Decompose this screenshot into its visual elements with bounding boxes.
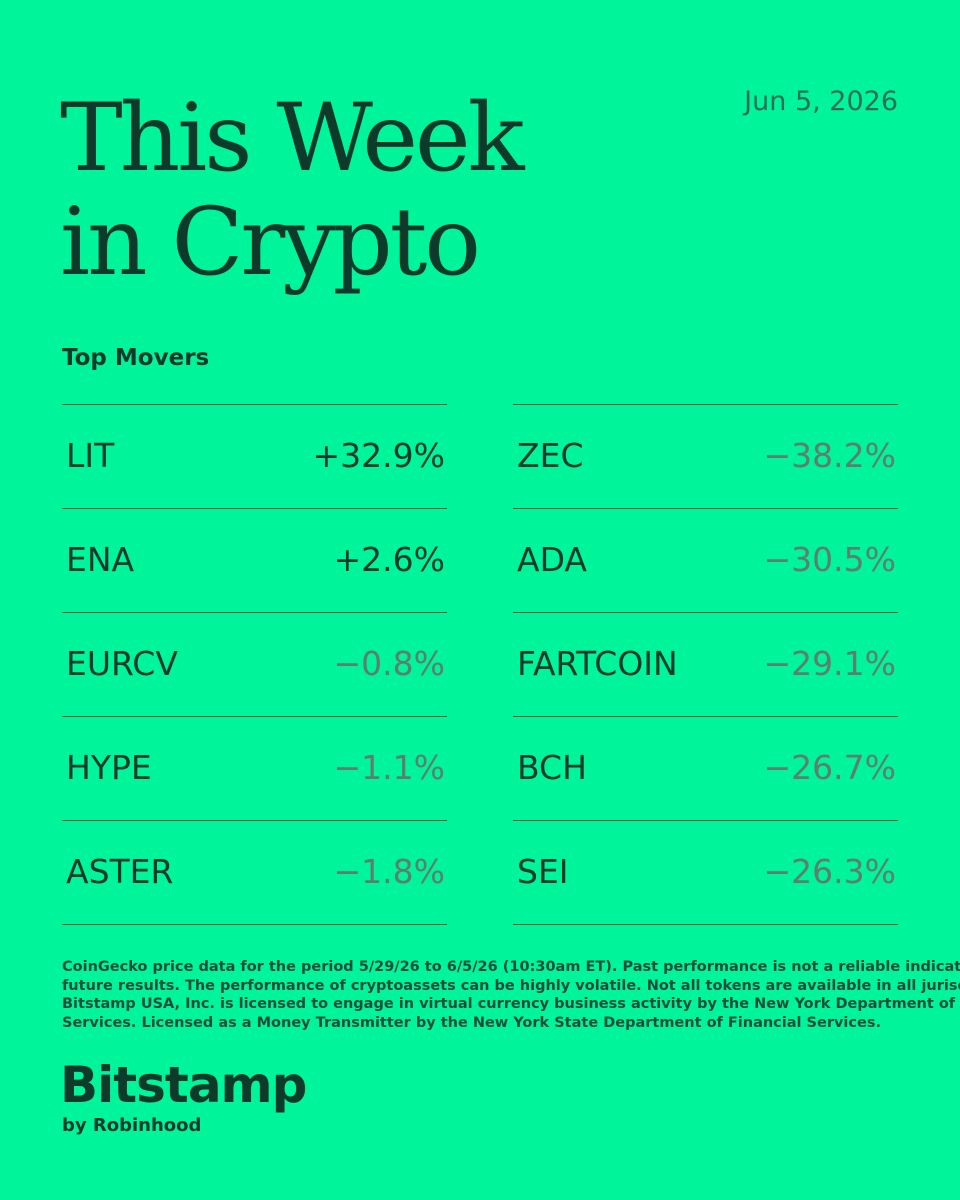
disclaimer-line: CoinGecko price data for the period 5/29… bbox=[62, 959, 960, 975]
disclaimer-line: future results. The performance of crypt… bbox=[62, 977, 960, 994]
movers-column: LIT +32.9% ENA +2.6% EURCV −0.8% HYPE −1.1% ASTE… bbox=[62, 404, 447, 925]
change: −30.5% bbox=[763, 540, 896, 579]
change: −1.8% bbox=[333, 852, 446, 891]
section-title: Top Movers bbox=[62, 345, 210, 371]
change: +2.6% bbox=[333, 540, 446, 579]
change: −26.7% bbox=[763, 748, 896, 787]
ticker: ENA bbox=[66, 540, 135, 579]
ticker: FARTCOIN bbox=[517, 644, 678, 683]
title-line: in Crypto bbox=[60, 188, 481, 297]
mover-row: HYPE −1.1% bbox=[62, 716, 447, 820]
mover-row: FARTCOIN −29.1% bbox=[513, 612, 898, 716]
mover-row: ZEC −38.2% bbox=[513, 404, 898, 508]
ticker: BCH bbox=[517, 748, 587, 787]
ticker: ADA bbox=[517, 540, 587, 579]
change: −0.8% bbox=[333, 644, 446, 683]
date: Jun 5, 2026 bbox=[744, 86, 898, 117]
change: +32.9% bbox=[312, 436, 445, 475]
ticker: ZEC bbox=[517, 436, 584, 475]
title-line: This Week bbox=[60, 84, 525, 193]
mover-row: ADA −30.5% bbox=[513, 508, 898, 612]
mover-row: BCH −26.7% bbox=[513, 716, 898, 820]
ticker: HYPE bbox=[66, 748, 152, 787]
change: −38.2% bbox=[763, 436, 896, 475]
brand-logo: Bitstamp bbox=[60, 1056, 307, 1114]
ticker: EURCV bbox=[66, 644, 178, 683]
mover-row: EURCV −0.8% bbox=[62, 612, 447, 716]
change: −29.1% bbox=[763, 644, 896, 683]
ticker: ASTER bbox=[66, 852, 174, 891]
brand-tagline: by Robinhood bbox=[62, 1115, 202, 1136]
mover-row: ENA +2.6% bbox=[62, 508, 447, 612]
change: −1.1% bbox=[333, 748, 446, 787]
mover-row: SEI −26.3% bbox=[513, 820, 898, 925]
ticker: LIT bbox=[66, 436, 115, 475]
disclaimer-line: Services. Licensed as a Money Transmitte… bbox=[62, 1014, 881, 1031]
mover-row: LIT +32.9% bbox=[62, 404, 447, 508]
change: −26.3% bbox=[763, 852, 896, 891]
disclaimer-line: Bitstamp USA, Inc. is licensed to engage… bbox=[62, 996, 960, 1012]
mover-row: ASTER −1.8% bbox=[62, 820, 447, 925]
movers-column: ZEC −38.2% ADA −30.5% FARTCOIN −29.1% BCH −26.7… bbox=[513, 404, 898, 925]
disclaimer: CoinGecko price data for the period 5/29… bbox=[62, 958, 960, 1032]
ticker: SEI bbox=[517, 852, 569, 891]
